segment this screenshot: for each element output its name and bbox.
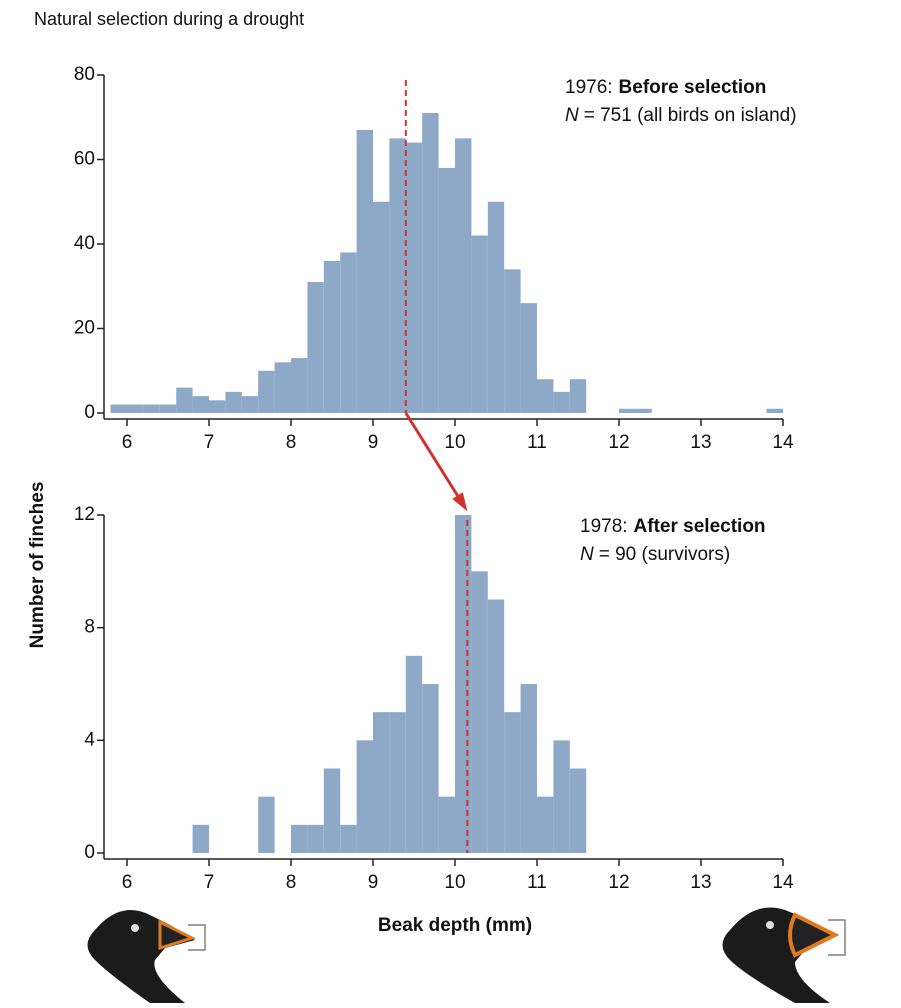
bar [373, 712, 390, 853]
bar [422, 113, 439, 414]
bar [504, 712, 521, 853]
x-tick-label: 11 [527, 872, 547, 893]
bar [192, 396, 209, 413]
annotation-note: N = 751 (all birds on island) [565, 105, 797, 126]
annotation-heading: 1978: After selection [580, 516, 766, 537]
y-tick-label: 40 [74, 233, 95, 254]
bar [340, 252, 357, 413]
bar [766, 408, 783, 413]
bar [258, 370, 275, 413]
bar [553, 740, 570, 853]
bar [373, 201, 390, 413]
note: = 90 (survivors) [599, 544, 730, 565]
bar [438, 167, 455, 413]
x-tick-label: 12 [608, 872, 629, 893]
finch-left [87, 910, 206, 1003]
bar [127, 404, 144, 413]
bar [487, 201, 505, 413]
bar [471, 235, 488, 413]
y-axis-label: Number of finches [27, 482, 48, 649]
x-tick-label: 8 [286, 432, 297, 453]
bar [225, 391, 242, 413]
bar [356, 129, 373, 414]
y-tick-label: 8 [84, 617, 95, 638]
bar [258, 796, 275, 853]
x-tick-label: 9 [368, 872, 379, 893]
annotation-note: N = 90 (survivors) [580, 544, 730, 565]
annotation-title: Before selection [619, 77, 767, 98]
x-tick-label: 12 [608, 432, 629, 453]
x-tick-label: 9 [368, 432, 379, 453]
bar [537, 796, 554, 853]
bar [520, 684, 537, 853]
x-tick-label: 10 [444, 432, 465, 453]
bar [471, 571, 488, 853]
y-tick-label: 4 [84, 729, 95, 750]
bar [405, 655, 423, 853]
bar [307, 824, 324, 853]
note-symbol: N [565, 105, 579, 126]
x-tick-label: 6 [122, 432, 133, 453]
bar [537, 379, 554, 413]
x-tick-label: 11 [527, 432, 547, 453]
bar [159, 404, 177, 413]
bar [405, 142, 423, 413]
y-tick-label: 0 [84, 842, 95, 863]
x-tick-label: 7 [204, 432, 215, 453]
note-symbol: N [580, 544, 594, 565]
bar [323, 768, 341, 853]
bar [455, 515, 472, 853]
y-tick-label: 20 [74, 318, 95, 339]
bar [389, 138, 406, 413]
x-tick-label: 7 [204, 872, 215, 893]
annotation-year: 1976: [565, 77, 613, 98]
bar [209, 400, 226, 413]
y-tick-label: 60 [74, 149, 95, 170]
x-tick-label: 6 [122, 872, 133, 893]
x-tick-label: 10 [444, 872, 465, 893]
y-tick-label: 0 [84, 402, 95, 423]
bar [340, 824, 357, 853]
bar [422, 684, 439, 853]
annotation-year: 1978: [580, 516, 628, 537]
bar [455, 138, 472, 413]
x-tick-label: 14 [772, 872, 794, 893]
bar [291, 358, 308, 413]
x-tick-label: 14 [772, 432, 794, 453]
bar [192, 824, 209, 853]
y-tick-label: 80 [74, 64, 95, 85]
x-tick-label: 13 [690, 872, 711, 893]
note: = 751 (all birds on island) [584, 105, 797, 126]
bar [274, 362, 291, 413]
x-axis-label: Beak depth (mm) [378, 915, 532, 936]
annotation-heading: 1976: Before selection [565, 77, 766, 98]
bar [307, 282, 324, 413]
title: Natural selection during a drought [34, 9, 304, 29]
bar [635, 408, 652, 413]
bar [176, 387, 193, 413]
bar [241, 396, 259, 413]
bar [356, 740, 373, 853]
bar [487, 599, 505, 853]
bar [291, 824, 308, 853]
bar [323, 260, 341, 413]
bar [553, 391, 570, 413]
bar [520, 303, 537, 413]
shift-arrow [404, 412, 467, 509]
arrow-head [452, 492, 468, 512]
annotation-title: After selection [634, 516, 766, 537]
x-tick-label: 13 [690, 432, 711, 453]
x-tick-label: 8 [286, 872, 297, 893]
bar [143, 404, 160, 413]
bar [504, 269, 521, 413]
bar [569, 768, 587, 853]
bar [569, 379, 587, 413]
bar [389, 712, 406, 853]
bar [619, 408, 636, 413]
bar [438, 796, 455, 853]
bar [110, 404, 127, 413]
y-tick-label: 12 [74, 504, 95, 525]
finch-right [722, 907, 846, 1003]
